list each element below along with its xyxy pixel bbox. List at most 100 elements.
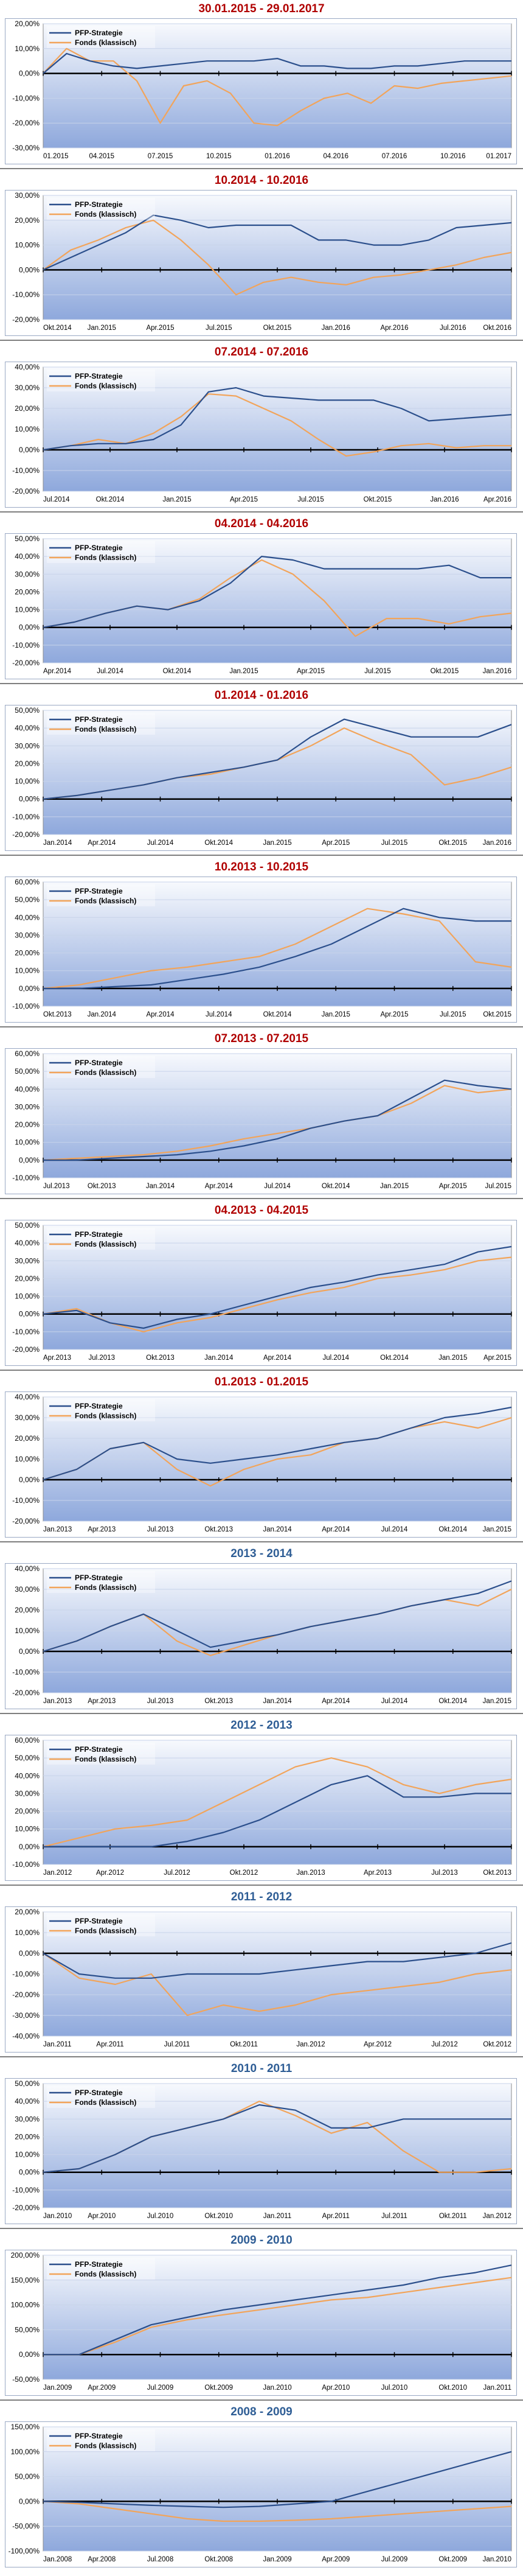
legend-label: PFP-Strategie [75, 1059, 123, 1067]
y-tick-label: 0,00% [19, 2168, 40, 2177]
legend-label: PFP-Strategie [75, 1573, 123, 1582]
legend-box [47, 1914, 155, 1936]
y-tick-label: 200,00% [11, 2251, 40, 2259]
x-tick-label: Jul.2013 [43, 1183, 69, 1190]
chart-block: 01.2014 - 01.2016 50,00% 40,00% 30,00% 20,00… [0, 687, 523, 858]
y-tick-label: 50,00% [15, 1067, 40, 1076]
x-tick-label: Jul.2014 [264, 1183, 291, 1190]
x-tick-label: Apr.2014 [322, 1698, 350, 1705]
y-tick-label: 30,00% [15, 1413, 40, 1422]
x-tick-label: Jan.2016 [483, 668, 511, 675]
y-tick-label: 10,00% [15, 1626, 40, 1635]
x-tick-label: 07.2016 [382, 153, 407, 160]
separator [0, 1026, 523, 1027]
line-chart: 50,00% 40,00% 30,00% 20,00% 10,00% 0,00% -10,0… [12, 534, 512, 675]
x-tick-label: Jul.2011 [164, 2041, 190, 2048]
y-tick-label: 40,00% [15, 1393, 40, 1401]
y-tick-label: 10,00% [15, 777, 40, 786]
y-tick-label: 0,00% [19, 69, 40, 78]
x-tick-label: Okt.2013 [204, 1526, 233, 1533]
y-tick-label: 20,00% [15, 1908, 40, 1916]
x-tick-label: Jul.2014 [381, 1698, 408, 1705]
y-tick-label: 50,00% [15, 1221, 40, 1230]
chart-frame: 200,00% 150,00% 100,00% 50,00% 0,00% -50,00% J… [5, 2250, 517, 2396]
x-tick-label: Okt.2014 [438, 1526, 467, 1533]
legend-box [47, 198, 155, 220]
x-tick-label: Apr.2015 [483, 1354, 511, 1362]
y-tick-label: -20,00% [12, 119, 40, 127]
series-line-fund [43, 2277, 512, 2356]
y-tick-label: 20,00% [15, 216, 40, 225]
x-tick-label: Jan.2014 [263, 1698, 292, 1705]
separator [0, 855, 523, 856]
y-tick-label: 10,00% [15, 606, 40, 614]
line-chart: 40,00% 30,00% 20,00% 10,00% 0,00% -10,00% -20,… [12, 1564, 512, 1705]
x-tick-label: Apr.2014 [43, 668, 72, 675]
chart-frame: 60,00% 50,00% 40,00% 30,00% 20,00% 10,00% 0,00… [5, 1735, 517, 1881]
series-line-fund [43, 47, 512, 127]
plot-area [43, 2426, 512, 2552]
x-tick-label: Jul.2016 [440, 324, 466, 332]
chart-frame: 40,00% 30,00% 20,00% 10,00% 0,00% -10,00% -20,… [5, 1563, 517, 1709]
y-tick-label: -20,00% [12, 1689, 40, 1697]
legend-label: Fonds (klassisch) [75, 897, 136, 905]
x-tick-label: Jan.2015 [88, 324, 116, 332]
x-tick-label: Jan.2015 [438, 1354, 467, 1362]
y-tick-label: 10,00% [15, 1455, 40, 1463]
chart-title: 01.2014 - 01.2016 [214, 689, 309, 702]
chart-block: 04.2013 - 04.2015 50,00% 40,00% 30,00% 20,00… [0, 1202, 523, 1373]
separator [0, 340, 523, 341]
x-tick-label: Jan.2011 [43, 2041, 71, 2048]
x-tick-label: Okt.2015 [431, 668, 459, 675]
separator [0, 1541, 523, 1542]
chart-block: 10.2013 - 10.2015 60,00% 50,00% 40,00% 30,00… [0, 858, 523, 1030]
legend-box [47, 1743, 155, 1765]
y-tick-label: 40,00% [15, 1085, 40, 1093]
series-line-fund [43, 1757, 512, 1847]
x-tick-label: Apr.2015 [380, 1011, 408, 1018]
x-tick-label: Apr.2011 [96, 2041, 123, 2048]
y-tick-label: -40,00% [12, 2032, 40, 2040]
x-tick-label: Jan.2012 [296, 2041, 325, 2048]
x-tick-label: Apr.2013 [88, 1698, 116, 1705]
x-tick-label: Jan.2014 [146, 1183, 175, 1190]
legend-box [47, 2086, 155, 2108]
legend-label: PFP-Strategie [75, 715, 123, 724]
y-tick-label: 0,00% [19, 1949, 40, 1958]
y-tick-label: 10,00% [15, 1825, 40, 1833]
x-tick-label: Okt.2015 [364, 496, 392, 503]
series-line-fund [43, 219, 512, 296]
series-line-strategy [43, 2451, 512, 2508]
y-tick-label: -10,00% [12, 1970, 40, 1978]
line-chart: 20,00%10,00%0,00%-10,00%-20,00%-30,00%01… [12, 19, 512, 160]
x-tick-label: Okt.2010 [438, 2384, 467, 2392]
x-tick-label: Apr.2010 [322, 2384, 350, 2392]
legend-label: PFP-Strategie [75, 1917, 123, 1925]
x-tick-label: Jan.2013 [43, 1698, 72, 1705]
y-tick-label: 30,00% [15, 741, 40, 750]
x-tick-label: Okt.2014 [380, 1354, 409, 1362]
x-tick-label: Jul.2014 [381, 1526, 408, 1533]
plot-area [43, 195, 512, 320]
x-tick-label: 01.2016 [265, 153, 290, 160]
x-tick-label: Okt.2013 [88, 1183, 116, 1190]
line-chart: 150,00% 100,00% 50,00% 0,00% -50,00% -100,00%… [9, 2423, 512, 2563]
x-tick-label: Apr.2014 [205, 1183, 234, 1190]
line-chart: 200,00%150,00%100,00%50,00%0,00%-50,00%J… [11, 2251, 512, 2392]
x-tick-label: Jul.2013 [89, 1354, 115, 1362]
y-tick-label: 20,00% [15, 1121, 40, 1129]
chart-block: 04.2014 - 04.2016 50,00% 40,00% 30,00% 20,00… [0, 515, 523, 687]
y-tick-label: -10,00% [12, 2186, 40, 2194]
chart-block: 2009 - 2010 200,00% 150,00% 100,00% 50,00% 0,… [0, 2231, 523, 2403]
x-tick-label: Jul.2015 [485, 1183, 511, 1190]
legend-label: PFP-Strategie [75, 372, 123, 380]
x-tick-label: Jul.2015 [206, 324, 232, 332]
y-tick-label: 30,00% [15, 1102, 40, 1111]
x-tick-label: Okt.2012 [230, 1869, 258, 1877]
x-tick-label: Jul.2013 [147, 1526, 173, 1533]
legend-label: PFP-Strategie [75, 1230, 123, 1239]
y-tick-label: -10,00% [12, 290, 40, 299]
